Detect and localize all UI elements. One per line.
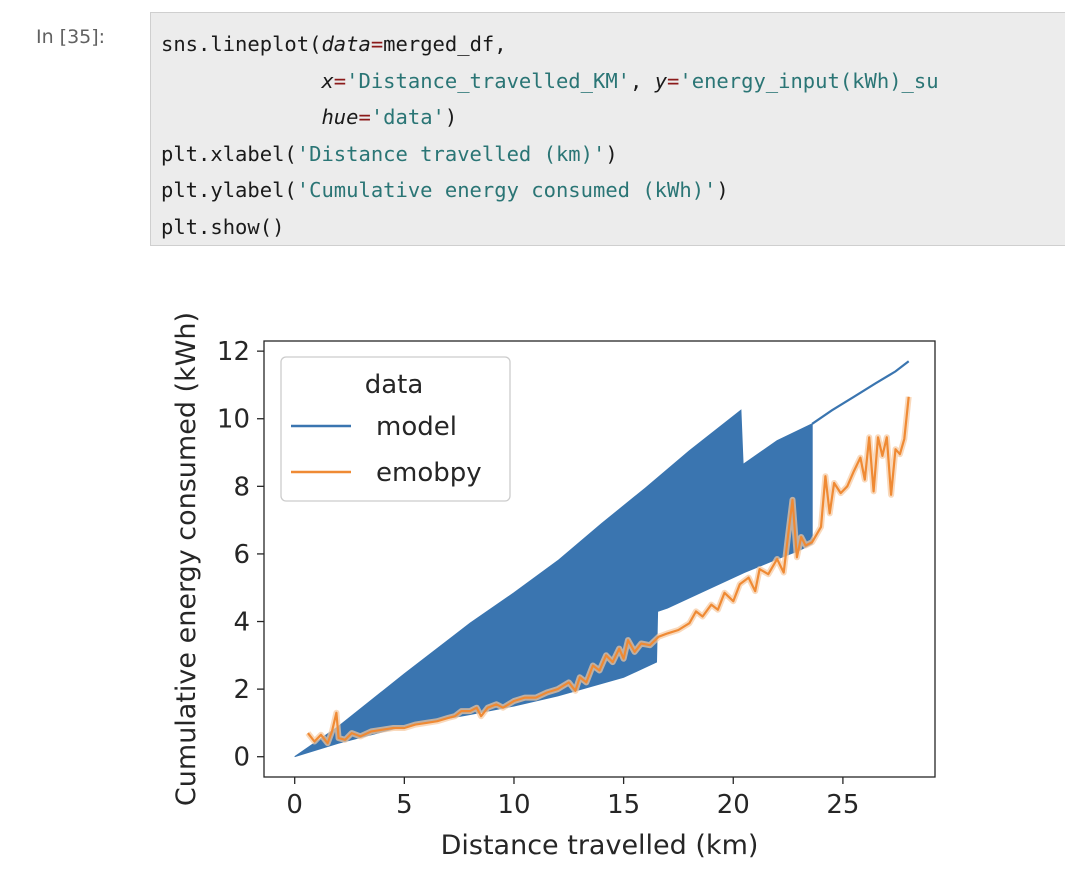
x-tick-label: 5 [396, 790, 413, 820]
code-token: data [321, 32, 371, 56]
code-token: 'energy_input(kWh)_su [679, 68, 939, 93]
code-token: hue [321, 105, 359, 130]
code-token: = [333, 68, 347, 93]
code-cell-input[interactable]: sns.lineplot(data=merged_df, x='Distance… [150, 12, 1065, 246]
code-token: 'Cumulative energy consumed (kWh)' [296, 178, 717, 203]
code-token: , [630, 68, 655, 93]
model-series-line [811, 360, 910, 425]
line-chart: 0 5 10 15 20 25 0 2 4 6 8 10 12 Distance travelled (k… [171, 312, 936, 861]
code-token: = [358, 105, 371, 130]
y-tick-label: 0 [233, 743, 250, 773]
y-tick-label: 12 [217, 337, 250, 367]
code-token [161, 105, 321, 129]
code-token: 'Distance travelled (km)' [296, 141, 606, 166]
code-token: 'data' [370, 105, 445, 130]
legend-item-label: emobpy [376, 458, 482, 488]
code-token: 'Distance_travelled_KM' [346, 68, 631, 93]
chart-legend: data model emobpy [280, 356, 511, 502]
emobpy-series-line [307, 396, 910, 745]
code-token: x [321, 68, 334, 93]
code-token [161, 69, 321, 93]
code-token: plt.xlabel( [161, 141, 297, 166]
plot-area [294, 360, 912, 758]
y-tick-label: 10 [217, 405, 250, 435]
code-token: = [667, 68, 680, 93]
code-token: ) [716, 178, 729, 203]
x-tick-label: 25 [826, 790, 859, 820]
x-tick-label: 0 [286, 790, 303, 820]
legend-box [280, 356, 511, 502]
code-token: plt.show() [161, 214, 285, 239]
code-line: plt.xlabel('Distance travelled (km)') [161, 142, 618, 166]
x-tick-label: 15 [607, 790, 640, 820]
x-tick-label: 20 [717, 790, 750, 820]
code-token: plt.ylabel( [161, 178, 297, 203]
code-editor[interactable]: sns.lineplot(data=merged_df, x='Distance… [161, 26, 939, 246]
cell-output: 0 5 10 15 20 25 0 2 4 6 8 10 12 Distance travelled (k… [150, 272, 1065, 872]
code-token: sns.lineplot( [161, 32, 322, 56]
code-token: y [654, 68, 668, 93]
code-token: ) [444, 105, 458, 130]
y-tick-label: 8 [233, 472, 250, 502]
code-line: plt.show() [161, 215, 284, 239]
x-axis-label: Distance travelled (km) [441, 830, 759, 861]
y-tick-label: 4 [233, 608, 250, 638]
y-axis-label: Cumulative energy consumed (kWh) [171, 312, 202, 806]
legend-item-label: model [376, 412, 457, 442]
code-line: hue='data') [161, 105, 457, 129]
code-line: plt.ylabel('Cumulative energy consumed (… [161, 178, 729, 202]
code-token: merged_df, [383, 32, 507, 56]
y-tick-label: 6 [233, 540, 250, 570]
cell-prompt: In [35]: [36, 26, 106, 48]
plot-frame [263, 340, 936, 778]
code-token: ) [605, 141, 618, 166]
code-line: sns.lineplot(data=merged_df, [161, 32, 507, 56]
y-tick-label: 2 [233, 675, 250, 705]
code-line: x='Distance_travelled_KM', y='energy_inp… [161, 68, 939, 93]
x-tick-label: 10 [497, 790, 530, 820]
code-token: = [370, 32, 384, 56]
legend-title: data [365, 370, 424, 400]
